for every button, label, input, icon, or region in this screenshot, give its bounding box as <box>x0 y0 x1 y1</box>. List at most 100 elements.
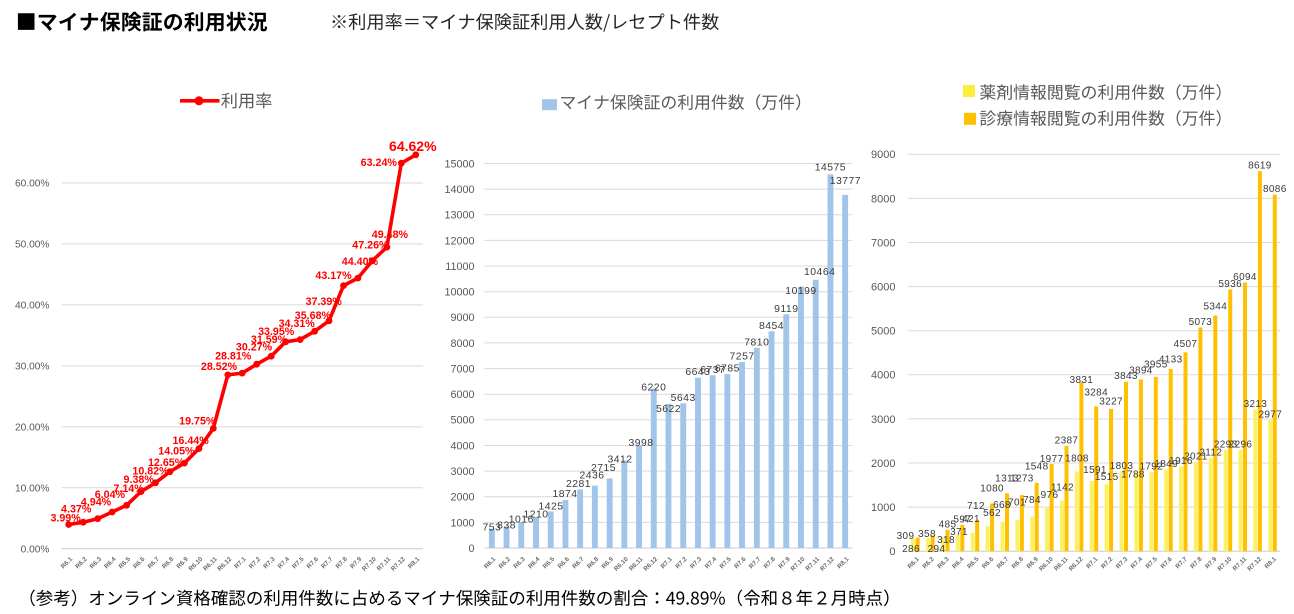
svg-text:4.37%: 4.37% <box>61 504 92 516</box>
svg-text:R6.11: R6.11 <box>1053 556 1070 573</box>
svg-text:3284: 3284 <box>1084 388 1108 399</box>
svg-text:R6.6: R6.6 <box>557 556 572 571</box>
svg-text:R7.1: R7.1 <box>660 556 675 571</box>
svg-text:49.48%: 49.48% <box>372 229 409 241</box>
svg-text:784: 784 <box>1023 495 1041 506</box>
svg-text:R6.2: R6.2 <box>498 556 513 571</box>
svg-text:562: 562 <box>983 508 1001 519</box>
svg-text:1808: 1808 <box>1065 454 1089 465</box>
svg-text:R7.3: R7.3 <box>689 556 704 571</box>
svg-text:6785: 6785 <box>715 364 740 375</box>
svg-text:3000: 3000 <box>871 414 895 426</box>
svg-text:16.44%: 16.44% <box>172 435 209 447</box>
svg-text:R6.2: R6.2 <box>921 556 936 571</box>
svg-text:6000: 6000 <box>871 282 895 294</box>
svg-text:R7.10: R7.10 <box>1216 556 1233 573</box>
svg-text:R6.2: R6.2 <box>74 556 89 571</box>
svg-text:14.05%: 14.05% <box>158 445 195 457</box>
svg-text:R7.4: R7.4 <box>704 556 719 571</box>
svg-text:2715: 2715 <box>591 463 616 474</box>
svg-text:2000: 2000 <box>871 458 895 470</box>
svg-text:19.75%: 19.75% <box>179 415 216 427</box>
svg-text:R6.8: R6.8 <box>161 556 176 571</box>
svg-text:294: 294 <box>928 544 946 555</box>
svg-text:1080: 1080 <box>980 484 1004 495</box>
svg-text:2021: 2021 <box>1184 452 1208 463</box>
svg-text:6220: 6220 <box>641 382 666 393</box>
svg-text:63.24%: 63.24% <box>361 157 398 169</box>
svg-text:R6.1: R6.1 <box>906 556 921 571</box>
svg-text:R6.12: R6.12 <box>216 556 233 573</box>
svg-text:R7.10: R7.10 <box>361 556 378 573</box>
svg-text:4.94%: 4.94% <box>81 497 112 509</box>
svg-text:R6.4: R6.4 <box>527 556 542 571</box>
svg-text:R7.2: R7.2 <box>1100 556 1115 571</box>
svg-text:1792: 1792 <box>1139 462 1163 473</box>
svg-text:R7.12: R7.12 <box>819 556 836 573</box>
svg-text:7.14%: 7.14% <box>113 483 144 495</box>
svg-text:R6.12: R6.12 <box>1068 556 1085 573</box>
svg-text:R7.12: R7.12 <box>1246 556 1263 573</box>
svg-text:R6.10: R6.10 <box>187 556 204 573</box>
svg-text:358: 358 <box>918 529 936 540</box>
svg-text:8454: 8454 <box>759 321 784 332</box>
svg-text:R6.1: R6.1 <box>60 556 75 571</box>
svg-text:371: 371 <box>950 527 968 538</box>
svg-text:1591: 1591 <box>1083 465 1107 476</box>
svg-text:R7.2: R7.2 <box>674 556 689 571</box>
svg-text:34.31%: 34.31% <box>279 318 316 330</box>
svg-text:R7.6: R7.6 <box>1159 556 1174 571</box>
svg-text:3227: 3227 <box>1099 397 1123 408</box>
svg-text:7000: 7000 <box>450 364 474 376</box>
svg-text:R8.1: R8.1 <box>836 556 851 571</box>
svg-text:2000: 2000 <box>450 492 474 504</box>
svg-text:3831: 3831 <box>1070 375 1094 386</box>
svg-text:5000: 5000 <box>450 415 474 427</box>
svg-text:R7.7: R7.7 <box>748 556 763 571</box>
svg-text:64.62%: 64.62% <box>389 138 437 154</box>
svg-text:597: 597 <box>953 514 971 525</box>
svg-text:1916: 1916 <box>1169 456 1193 467</box>
svg-text:R7.11: R7.11 <box>376 556 393 573</box>
svg-text:R7.11: R7.11 <box>1232 556 1249 573</box>
svg-text:R7.1: R7.1 <box>1085 556 1100 571</box>
svg-text:R6.4: R6.4 <box>103 556 118 571</box>
svg-text:R7.8: R7.8 <box>763 556 778 571</box>
svg-text:3955: 3955 <box>1144 360 1168 371</box>
svg-text:R7.4: R7.4 <box>277 556 292 571</box>
svg-text:3412: 3412 <box>607 455 632 466</box>
svg-text:3213: 3213 <box>1244 399 1268 410</box>
svg-text:R7.3: R7.3 <box>1115 556 1130 571</box>
svg-text:2387: 2387 <box>1055 435 1079 446</box>
svg-text:318: 318 <box>937 535 955 546</box>
svg-text:3000: 3000 <box>450 466 474 478</box>
svg-text:R7.6: R7.6 <box>733 556 748 571</box>
svg-text:40.00%: 40.00% <box>15 301 50 312</box>
svg-text:30.27%: 30.27% <box>236 342 273 354</box>
svg-text:28.52%: 28.52% <box>201 361 238 373</box>
svg-text:1313: 1313 <box>995 474 1019 485</box>
svg-text:R6.7: R6.7 <box>996 556 1011 571</box>
svg-text:3998: 3998 <box>628 438 653 449</box>
svg-text:668: 668 <box>993 500 1011 511</box>
svg-text:976: 976 <box>1041 490 1059 501</box>
svg-text:R7.7: R7.7 <box>320 556 335 571</box>
svg-text:5643: 5643 <box>671 393 696 404</box>
svg-text:0.00%: 0.00% <box>21 545 50 556</box>
svg-text:R7.8: R7.8 <box>1189 556 1204 571</box>
svg-text:2293: 2293 <box>1214 440 1238 451</box>
svg-text:6643: 6643 <box>685 367 710 378</box>
svg-text:5073: 5073 <box>1189 317 1213 328</box>
svg-text:1425: 1425 <box>538 502 563 513</box>
svg-text:286: 286 <box>902 544 920 555</box>
svg-text:R6.6: R6.6 <box>132 556 147 571</box>
svg-text:1803: 1803 <box>1110 461 1134 472</box>
svg-text:R7.3: R7.3 <box>262 556 277 571</box>
svg-text:2296: 2296 <box>1229 439 1253 450</box>
svg-text:7000: 7000 <box>871 237 895 249</box>
svg-text:7257: 7257 <box>730 352 755 363</box>
svg-text:6.04%: 6.04% <box>95 489 126 501</box>
svg-text:R6.5: R6.5 <box>966 556 981 571</box>
svg-text:33.95%: 33.95% <box>258 326 295 338</box>
svg-text:1874: 1874 <box>552 489 577 500</box>
